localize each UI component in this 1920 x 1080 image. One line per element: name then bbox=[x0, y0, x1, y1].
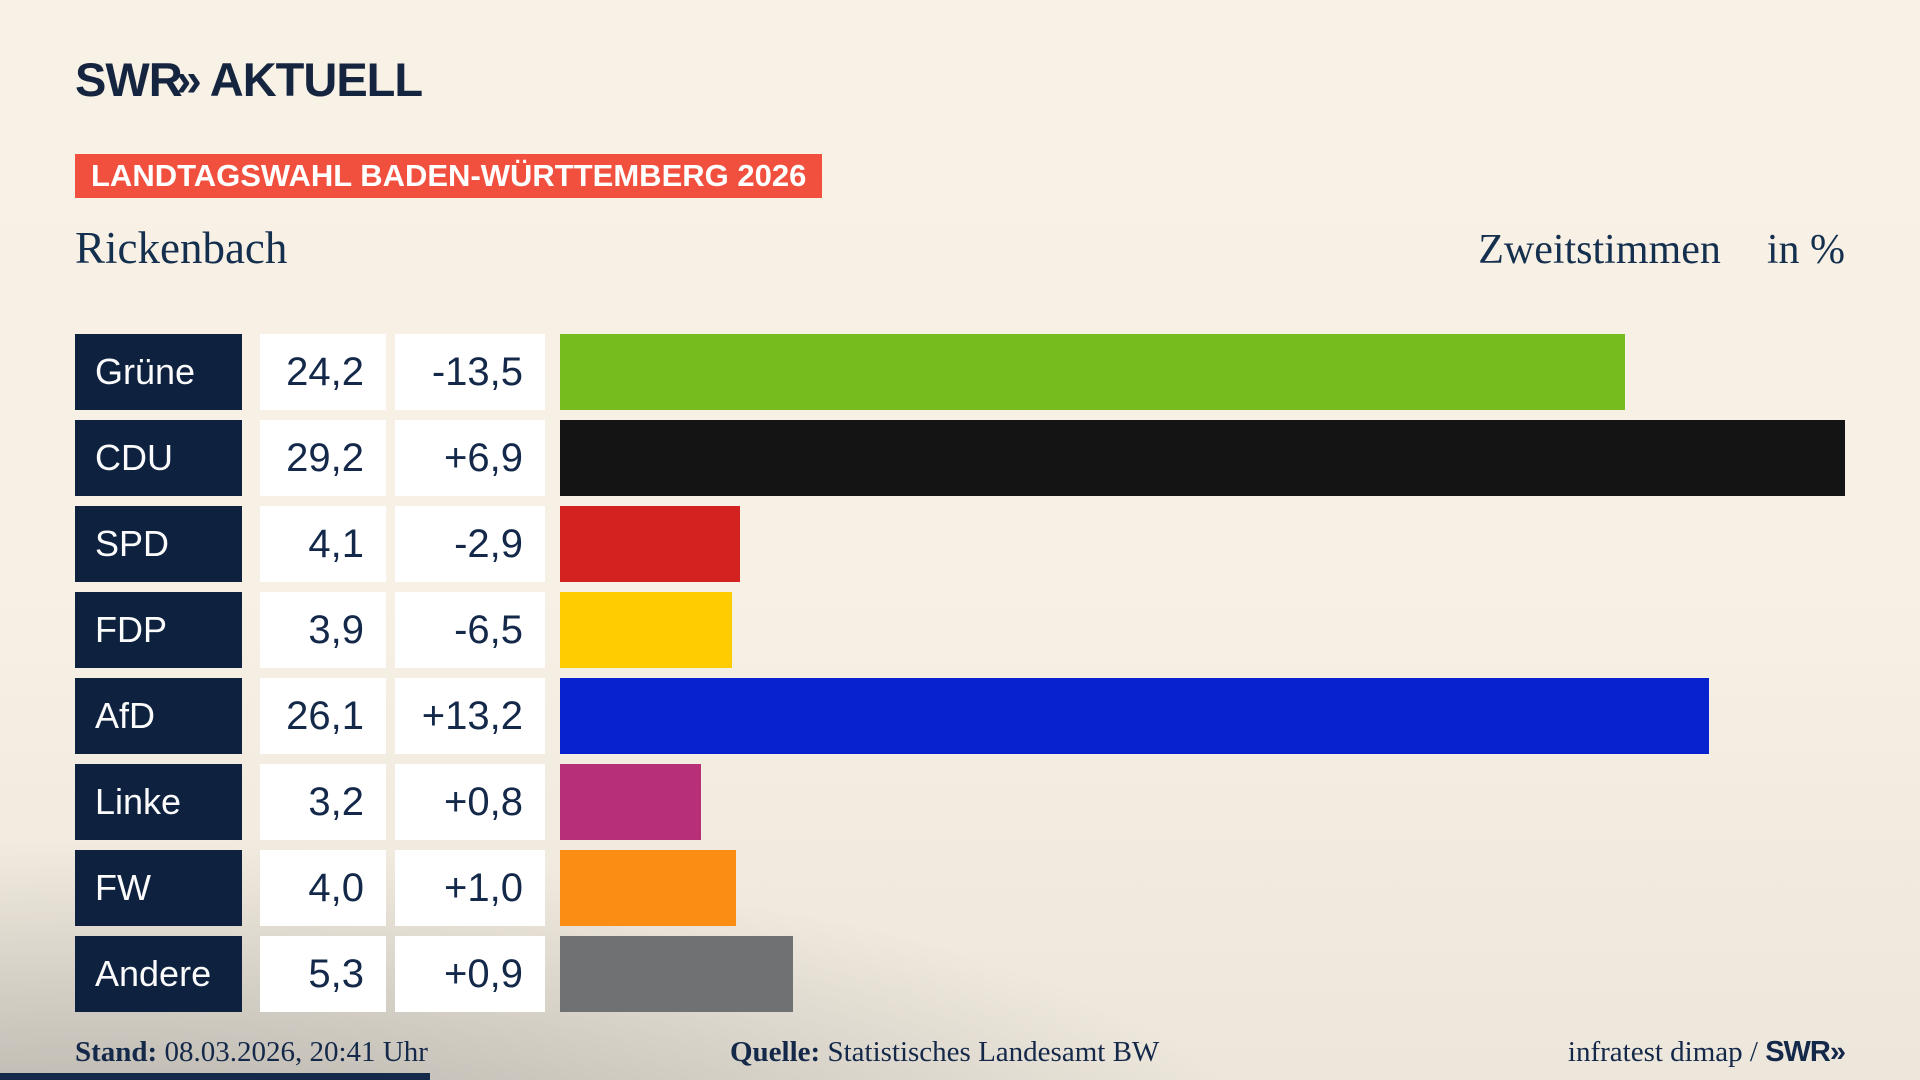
vote-type-label: Zweitstimmen bbox=[1478, 227, 1721, 273]
stand-value: 08.03.2026, 20:41 Uhr bbox=[157, 1036, 428, 1068]
quelle-label: Quelle: bbox=[730, 1036, 821, 1068]
party-label: Grüne bbox=[75, 334, 242, 410]
stand-label: Stand: bbox=[75, 1036, 158, 1068]
unit-label: in % bbox=[1766, 227, 1845, 273]
value-cell: 3,2 bbox=[260, 764, 386, 840]
change-cell: -2,9 bbox=[395, 506, 545, 582]
party-label: SPD bbox=[75, 506, 242, 582]
footer: Stand: 08.03.2026, 20:41 Uhr Quelle: Sta… bbox=[0, 1036, 1920, 1070]
credit-swr-logo: SWR» bbox=[1765, 1036, 1846, 1068]
table-row: SPD 4,1 -2,9 bbox=[75, 506, 1845, 582]
vote-type-title: Zweitstimmen in % bbox=[1478, 226, 1845, 274]
value-cell: 24,2 bbox=[260, 334, 386, 410]
bar-track bbox=[560, 678, 1845, 754]
party-label: CDU bbox=[75, 420, 242, 496]
quelle-value: Statistisches Landesamt BW bbox=[820, 1036, 1160, 1068]
change-cell: -13,5 bbox=[395, 334, 545, 410]
swr-aktuell-logo: SWR» AKTUELL bbox=[75, 0, 1845, 107]
title-row: Rickenbach Zweitstimmen in % bbox=[75, 222, 1845, 274]
party-label: FDP bbox=[75, 592, 242, 668]
table-row: AfD 26,1 +13,2 bbox=[75, 678, 1845, 754]
bottom-progress-strip bbox=[0, 1073, 430, 1080]
table-row: FW 4,0 +1,0 bbox=[75, 850, 1845, 926]
table-row: Grüne 24,2 -13,5 bbox=[75, 334, 1845, 410]
change-cell: +1,0 bbox=[395, 850, 545, 926]
credit-text: infratest dimap / bbox=[1567, 1036, 1766, 1068]
party-label: AfD bbox=[75, 678, 242, 754]
change-cell: +6,9 bbox=[395, 420, 545, 496]
party-label: FW bbox=[75, 850, 242, 926]
aktuell-wordmark: AKTUELL bbox=[209, 53, 423, 106]
table-row: FDP 3,9 -6,5 bbox=[75, 592, 1845, 668]
swr-wordmark: SWR bbox=[75, 53, 183, 106]
table-row: Linke 3,2 +0,8 bbox=[75, 764, 1845, 840]
change-cell: -6,5 bbox=[395, 592, 545, 668]
value-cell: 29,2 bbox=[260, 420, 386, 496]
bar-track bbox=[560, 592, 1845, 668]
change-cell: +0,8 bbox=[395, 764, 545, 840]
bar-track bbox=[560, 420, 1845, 496]
value-cell: 26,1 bbox=[260, 678, 386, 754]
value-cell: 4,1 bbox=[260, 506, 386, 582]
bar-track bbox=[560, 334, 1845, 410]
result-bar bbox=[560, 334, 1625, 410]
bar-track bbox=[560, 764, 1845, 840]
table-row: CDU 29,2 +6,9 bbox=[75, 420, 1845, 496]
result-bar bbox=[560, 850, 737, 926]
value-cell: 3,9 bbox=[260, 592, 386, 668]
value-cell: 5,3 bbox=[260, 936, 386, 1012]
table-row: Andere 5,3 +0,9 bbox=[75, 936, 1845, 1012]
change-cell: +13,2 bbox=[395, 678, 545, 754]
double-chevron-icon: » bbox=[175, 53, 202, 106]
result-bar bbox=[560, 506, 741, 582]
stand-timestamp: Stand: 08.03.2026, 20:41 Uhr bbox=[75, 1036, 428, 1069]
bar-track bbox=[560, 850, 1845, 926]
value-cell: 4,0 bbox=[260, 850, 386, 926]
credit-note: infratest dimap / SWR» bbox=[1567, 1036, 1846, 1069]
results-bar-chart: Grüne 24,2 -13,5 CDU 29,2 +6,9 SPD 4,1 -… bbox=[75, 334, 1845, 1012]
municipality-title: Rickenbach bbox=[75, 223, 288, 273]
source-note: Quelle: Statistisches Landesamt BW bbox=[730, 1036, 1159, 1069]
party-label: Andere bbox=[75, 936, 242, 1012]
result-bar bbox=[560, 592, 732, 668]
bar-track bbox=[560, 936, 1845, 1012]
party-label: Linke bbox=[75, 764, 242, 840]
change-cell: +0,9 bbox=[395, 936, 545, 1012]
result-bar bbox=[560, 678, 1709, 754]
result-bar bbox=[560, 420, 1845, 496]
election-badge: LANDTAGSWAHL BADEN-WÜRTTEMBERG 2026 bbox=[75, 154, 823, 198]
result-bar bbox=[560, 764, 701, 840]
result-bar bbox=[560, 936, 794, 1012]
bar-track bbox=[560, 506, 1845, 582]
